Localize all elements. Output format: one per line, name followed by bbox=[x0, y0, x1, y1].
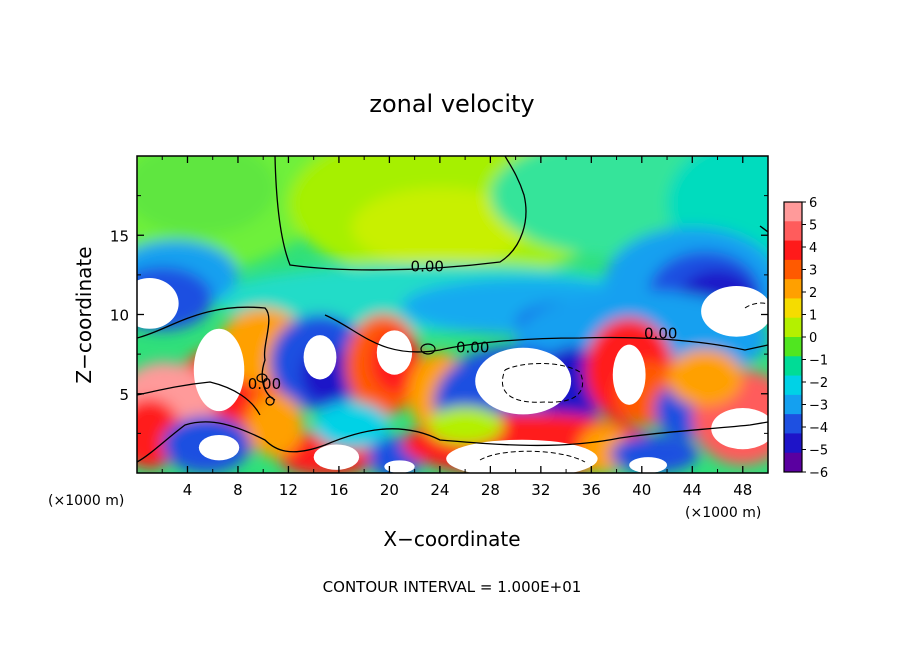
contour-label: 0.00 bbox=[248, 375, 281, 393]
contour-label: 0.00 bbox=[644, 324, 677, 342]
colorbar-tick-label: 3 bbox=[809, 264, 817, 279]
colorbar-tick-label: −5 bbox=[809, 444, 828, 459]
field-core bbox=[629, 457, 668, 473]
field-core bbox=[711, 408, 768, 450]
colorbar-tick-label: −4 bbox=[809, 421, 828, 436]
colorbar-swatch bbox=[784, 356, 802, 377]
contour-interval-note: CONTOUR INTERVAL = 1.000E+01 bbox=[323, 578, 582, 596]
field-core bbox=[303, 335, 337, 380]
field-core bbox=[198, 434, 240, 461]
field-core bbox=[137, 278, 179, 329]
x-axis-label: X−coordinate bbox=[383, 527, 520, 551]
x-tick-label: 24 bbox=[430, 481, 449, 499]
field-core bbox=[446, 439, 598, 473]
y-tick-label: 15 bbox=[110, 227, 129, 245]
colorbar-swatch bbox=[784, 414, 802, 434]
negative-contour-1 bbox=[502, 363, 584, 403]
colorbar-tick-label: 5 bbox=[809, 219, 817, 234]
contour-loop bbox=[265, 396, 275, 406]
colorbar-swatch bbox=[784, 259, 802, 280]
x-axis-ticks: 4 8 12 16 20 24 28 32 36 40 44 48 bbox=[161, 156, 752, 499]
colorbar-tick-label: −2 bbox=[809, 376, 828, 391]
y-tick-label: 10 bbox=[110, 307, 129, 325]
colorbar-swatch bbox=[784, 452, 802, 473]
contour-label: 0.00 bbox=[456, 339, 489, 357]
field-core bbox=[193, 328, 245, 412]
x-tick-label: 44 bbox=[683, 481, 702, 499]
field-core bbox=[475, 347, 572, 415]
zero-contour-3 bbox=[324, 314, 768, 353]
colorbar-swatch bbox=[784, 375, 802, 396]
colorbar: 6 5 4 3 2 1 0 −1 −2 −3 −4 −5 −6 bbox=[783, 196, 828, 481]
colorbar-tick-label: 4 bbox=[809, 241, 817, 256]
contour-label: 0.00 bbox=[411, 258, 444, 276]
x-tick-label: 12 bbox=[279, 481, 298, 499]
colorbar-swatch bbox=[784, 298, 802, 319]
x-tick-label: 28 bbox=[481, 481, 500, 499]
y-tick-label: 5 bbox=[119, 386, 129, 404]
field-core bbox=[376, 330, 413, 375]
x-tick-label: 32 bbox=[531, 481, 550, 499]
x-tick-label: 36 bbox=[582, 481, 601, 499]
colorbar-swatch bbox=[784, 433, 802, 454]
contour-loop bbox=[256, 373, 268, 383]
field-core bbox=[612, 344, 646, 405]
x-unit-left: (×1000 m) bbox=[48, 493, 124, 509]
colorbar-swatch bbox=[784, 202, 802, 222]
colorbar-tick-label: 2 bbox=[809, 286, 817, 301]
field-core bbox=[701, 285, 768, 337]
zero-contour-4 bbox=[137, 421, 768, 463]
colorbar-tick-label: 6 bbox=[809, 196, 817, 211]
velocity-field: 0.00 0.00 0.00 0.00 bbox=[137, 156, 768, 473]
contour-loop bbox=[420, 343, 436, 355]
colorbar-swatch bbox=[784, 317, 802, 338]
zero-contour-6 bbox=[759, 225, 768, 233]
x-tick-label: 16 bbox=[329, 481, 348, 499]
x-tick-label: 4 bbox=[183, 481, 193, 499]
x-tick-label: 8 bbox=[233, 481, 243, 499]
colorbar-swatch bbox=[784, 240, 802, 261]
x-tick-label: 48 bbox=[733, 481, 752, 499]
chart-title: zonal velocity bbox=[369, 90, 534, 118]
colorbar-swatch bbox=[784, 221, 802, 242]
x-unit-right: (×1000 m) bbox=[685, 505, 761, 521]
colorbar-tick-label: −3 bbox=[809, 399, 828, 414]
y-axis-label: Z−coordinate bbox=[72, 246, 96, 383]
negative-contour-2 bbox=[744, 302, 768, 309]
colorbar-tick-label: 1 bbox=[809, 309, 817, 324]
zero-contour-5 bbox=[137, 381, 261, 416]
negative-contour-3 bbox=[479, 450, 586, 463]
colorbar-swatch bbox=[784, 394, 802, 415]
colorbar-swatch bbox=[784, 337, 802, 357]
colorbar-swatch bbox=[784, 279, 802, 299]
zero-contour-1 bbox=[274, 156, 527, 271]
field-core bbox=[313, 444, 360, 470]
colorbar-tick-label: 0 bbox=[809, 331, 817, 346]
x-tick-label: 40 bbox=[632, 481, 651, 499]
x-tick-label: 20 bbox=[380, 481, 399, 499]
colorbar-tick-label: −6 bbox=[809, 466, 828, 481]
colorbar-tick-label: −1 bbox=[809, 354, 828, 369]
y-axis-ticks: 5 10 15 bbox=[110, 195, 768, 434]
field-core bbox=[384, 460, 415, 473]
